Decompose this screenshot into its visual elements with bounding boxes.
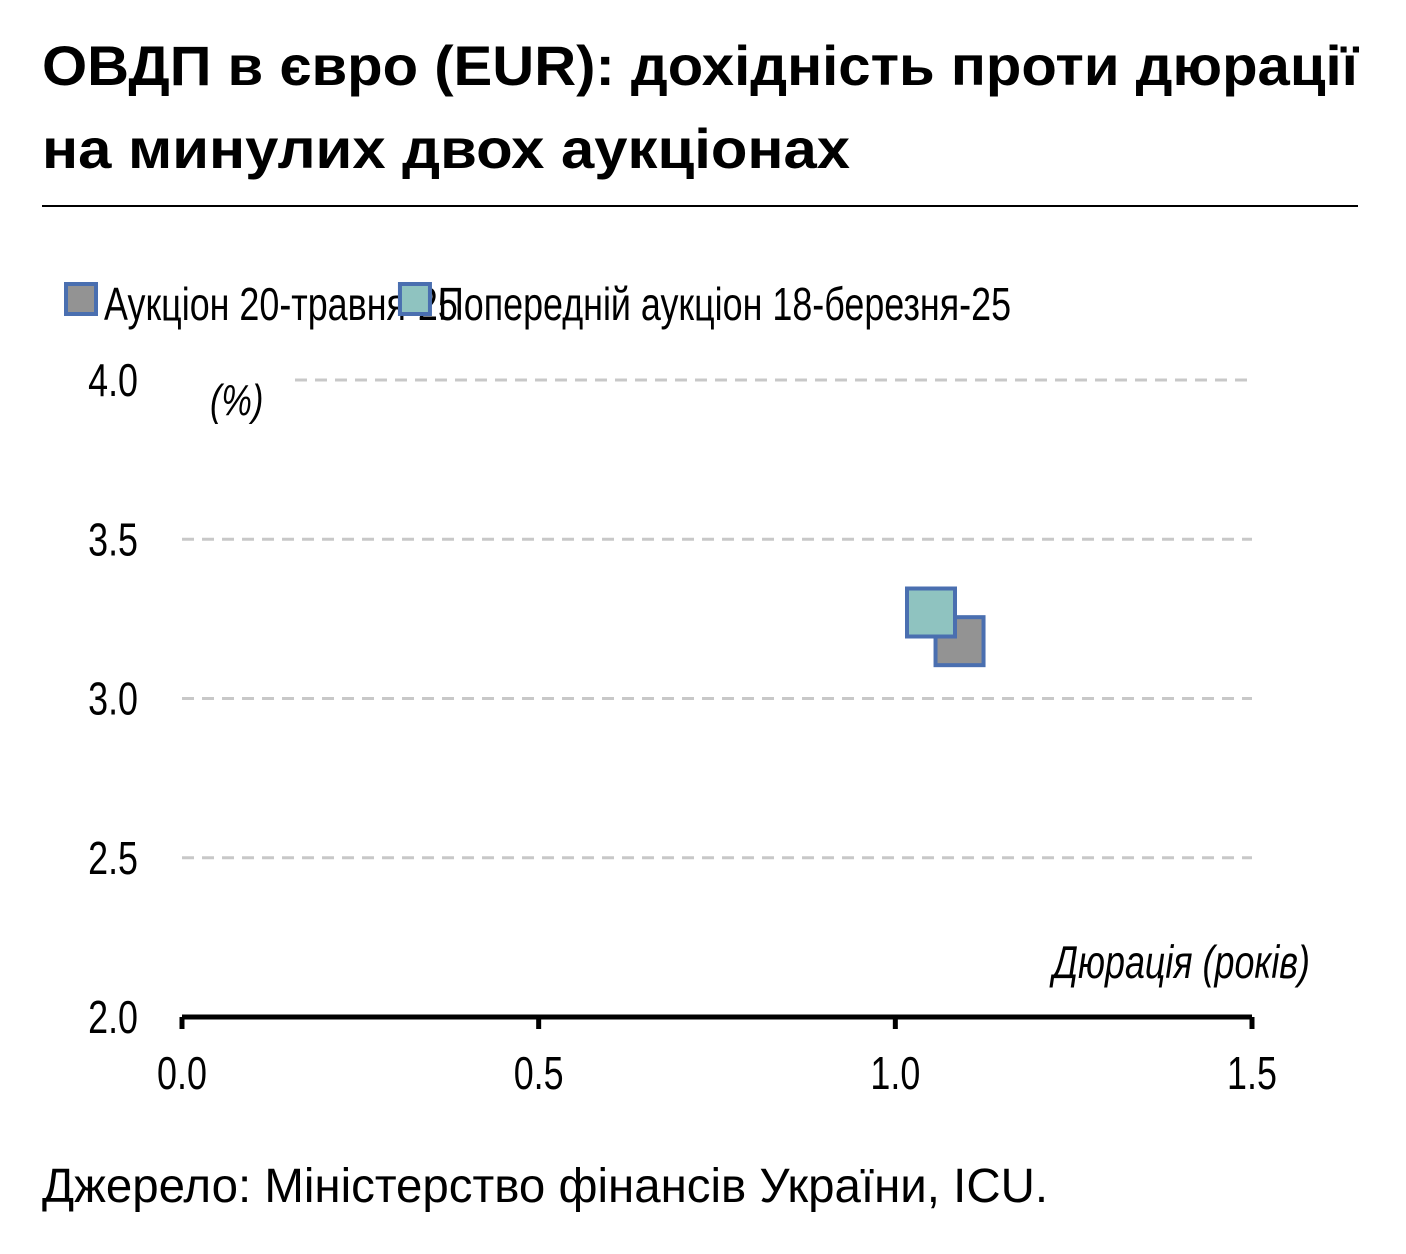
legend-swatch [64, 282, 98, 316]
y-axis-label: (%) [210, 376, 263, 425]
source-note: Джерело: Міністерство фінансів України, … [42, 1160, 1048, 1213]
x-axis-label: Дюрація (років) [1049, 936, 1310, 988]
legend-label: Попередній аукціон 18-березня-25 [438, 278, 1011, 330]
chart-title: на минулих двох аукціонах [42, 117, 850, 180]
scatter-point [905, 586, 957, 639]
y-tick-label: 3.0 [88, 673, 138, 725]
x-tick-label: 1.5 [1227, 1047, 1277, 1099]
y-tick-label: 4.0 [88, 354, 138, 406]
x-tick-label: 0.5 [514, 1047, 564, 1099]
x-tick-label: 0.0 [157, 1047, 207, 1099]
y-tick-label: 3.5 [88, 513, 138, 565]
y-tick-label: 2.5 [88, 832, 138, 884]
chart-title: ОВДП в євро (EUR): дохідність проти дюра… [42, 34, 1359, 97]
y-tick-label: 2.0 [88, 991, 138, 1043]
legend-swatch [397, 282, 432, 316]
x-tick-label: 1.0 [870, 1047, 920, 1099]
